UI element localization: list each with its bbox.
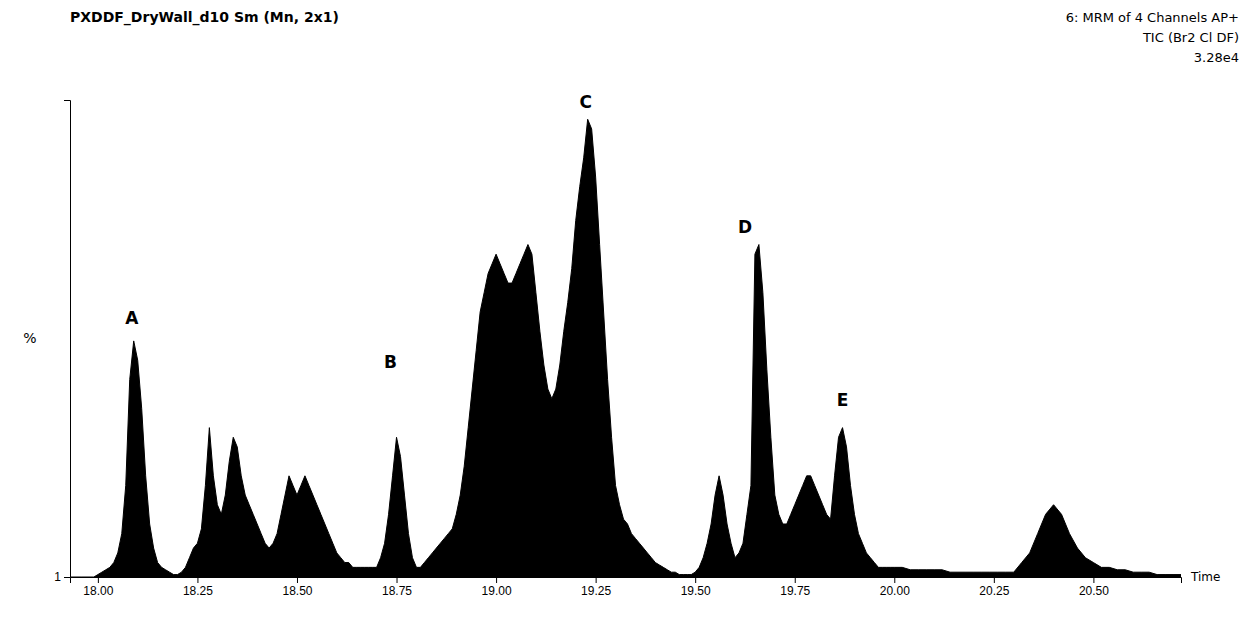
peak-label: E bbox=[837, 390, 849, 410]
x-tick: 18.75 bbox=[382, 577, 412, 598]
x-tick-label: 18.25 bbox=[183, 584, 213, 598]
y-tick-mark bbox=[64, 577, 70, 578]
x-tick-label: 20.00 bbox=[880, 584, 910, 598]
x-tick-mark bbox=[795, 577, 796, 583]
x-axis-label: Time bbox=[1190, 570, 1220, 584]
x-tick-label: 19.75 bbox=[780, 584, 810, 598]
x-tick-mark bbox=[98, 577, 99, 583]
x-tick-label: 18.00 bbox=[83, 584, 113, 598]
chart: PXDDF_DryWall_d10 Sm (Mn, 2x1) 6: MRM of … bbox=[0, 0, 1251, 622]
subtitle: 3.28e4 bbox=[1194, 50, 1239, 65]
x-tick-mark bbox=[994, 577, 995, 583]
peak-label: B bbox=[384, 352, 397, 372]
x-tick-mark bbox=[894, 577, 895, 583]
area bbox=[70, 119, 1181, 577]
marks bbox=[70, 119, 1181, 577]
plot: 18.00 18.25 18.50 18.75 19.00 19.25 19.50 19.75… bbox=[23, 92, 1220, 598]
x-tick: 19.00 bbox=[482, 577, 512, 598]
x-tick-mark bbox=[197, 577, 198, 583]
subtitle: TIC (Br2 Cl DF) bbox=[1142, 30, 1239, 45]
x-tick-mark bbox=[695, 577, 696, 583]
x-tick-label: 18.75 bbox=[382, 584, 412, 598]
y-axis: 1 bbox=[54, 101, 70, 585]
x-tick-mark bbox=[596, 577, 597, 583]
title: PXDDF_DryWall_d10 Sm (Mn, 2x1) bbox=[70, 9, 339, 26]
x-tick: 20.00 bbox=[880, 577, 910, 598]
y-tick: 1 bbox=[54, 570, 70, 584]
y-axis-label: % bbox=[23, 330, 36, 346]
x-tick: 20.25 bbox=[979, 577, 1009, 598]
x-tick-mark bbox=[297, 577, 298, 583]
y-tick-label: 1 bbox=[54, 570, 61, 584]
x-tick-label: 19.00 bbox=[482, 584, 512, 598]
subtitle: 6: MRM of 4 Channels AP+ bbox=[1066, 10, 1239, 25]
x-tick-mark bbox=[1093, 577, 1094, 583]
peak-label: D bbox=[738, 217, 752, 237]
line bbox=[70, 119, 1181, 577]
x-tick-label: 19.50 bbox=[681, 584, 711, 598]
x-tick-label: 19.25 bbox=[581, 584, 611, 598]
x-tick: 18.00 bbox=[83, 577, 113, 598]
peak-label: C bbox=[579, 92, 591, 112]
x-tick: 19.50 bbox=[681, 577, 711, 598]
x-tick-label: 20.50 bbox=[1079, 584, 1109, 598]
x-tick: 20.50 bbox=[1079, 577, 1109, 598]
x-tick-label: 18.50 bbox=[282, 584, 312, 598]
x-tick-label: 20.25 bbox=[979, 584, 1009, 598]
y-axis-line bbox=[64, 101, 71, 578]
x-axis: 18.00 18.25 18.50 18.75 19.00 19.25 19.50 19.75… bbox=[71, 577, 1182, 598]
x-tick: 19.25 bbox=[581, 577, 611, 598]
x-tick-mark bbox=[397, 577, 398, 583]
x-tick-mark bbox=[496, 577, 497, 583]
x-tick: 18.50 bbox=[282, 577, 312, 598]
x-tick: 18.25 bbox=[183, 577, 213, 598]
x-axis-line bbox=[71, 578, 1182, 584]
peak-label: A bbox=[125, 308, 139, 328]
x-tick: 19.75 bbox=[780, 577, 810, 598]
